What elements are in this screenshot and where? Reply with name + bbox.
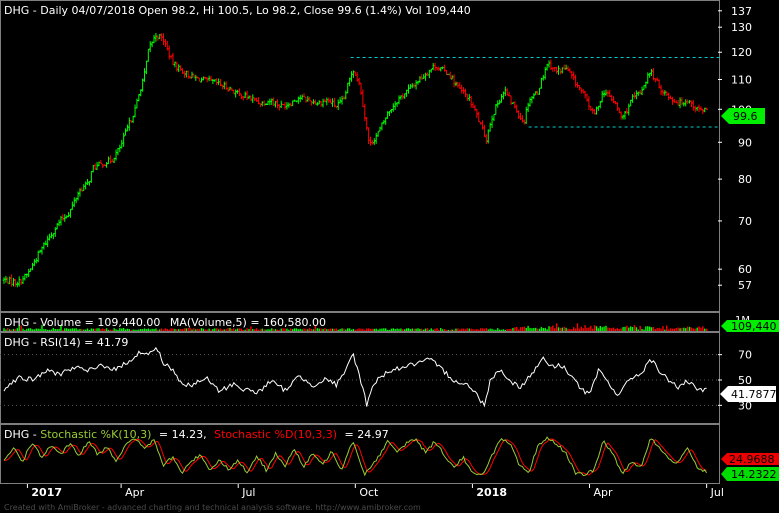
price-candles (2, 32, 708, 288)
price-trendlines (350, 57, 721, 128)
volume-last-badge-shape (721, 320, 779, 332)
price-tick-label: 137 (731, 5, 752, 18)
stochastic-lines (3, 436, 708, 477)
price-pane-frame (0, 0, 720, 312)
stoch-k-badge: 14.2322 (721, 467, 779, 481)
volume-last-badge: 109,440 (721, 320, 779, 333)
time-tick-label: 2018 (476, 486, 507, 499)
stoch-d-badge: 24.9688 (721, 453, 779, 466)
price-tick-label: 70 (738, 215, 752, 228)
rsi-tick-label: 70 (738, 349, 752, 362)
price-tick-label: 57 (738, 279, 752, 292)
volume-bars (3, 323, 708, 331)
time-tick-label: 2017 (31, 486, 62, 499)
time-tick-label: Oct (359, 486, 379, 499)
rsi-axis: 70 50 30 (718, 349, 752, 412)
price-tick-label: 120 (731, 46, 752, 59)
price-last-badge-shape (721, 108, 765, 124)
rsi-pane-frame (0, 332, 720, 424)
volume-last-value: 109,440 (731, 320, 777, 333)
rsi-last-value: 41.7877 (731, 388, 777, 401)
price-tick-label: 130 (731, 21, 752, 34)
rsi-series (3, 346, 707, 408)
rsi-last-badge-shape (720, 386, 776, 402)
price-last-value: 99.6 (733, 110, 758, 123)
price-last-badge: 99.6 (721, 108, 765, 124)
price-header: DHG - Daily 04/07/2018 Open 98.2, Hi 100… (4, 4, 471, 17)
stoch-pane-frame (0, 424, 720, 484)
time-tick-label: Apr (125, 486, 145, 499)
stoch-d-last-value: 24.9688 (729, 453, 775, 466)
stoch-header: DHG - Stochastic %K(10,3) = 14.23, Stoch… (4, 428, 389, 441)
price-tick-label: 90 (738, 136, 752, 149)
time-tick-label: Apr (594, 486, 614, 499)
stoch-k-last-value: 14.2322 (731, 468, 777, 481)
rsi-tick-label: 50 (738, 374, 752, 387)
stoch-d-series (4, 438, 707, 476)
stoch-d-label: Stochastic %D(10,3,3) (214, 428, 337, 441)
time-tick-label: Jul (710, 486, 724, 499)
rsi-line (3, 346, 707, 408)
rsi-header: DHG - RSI(14) = 41.79 (4, 336, 128, 349)
time-tick-label: Jul (241, 486, 255, 499)
stoch-d-value: = 24.97 (345, 428, 389, 441)
volume-pane-frame (0, 312, 720, 332)
price-tick-label: 110 (731, 73, 752, 86)
stoch-k-series (3, 436, 708, 477)
stoch-k-label: Stochastic %K(10,3) (40, 428, 151, 441)
time-axis: 2017 Apr Jul Oct 2018 Apr Jul (26, 484, 724, 499)
rsi-last-badge: 41.7877 (720, 386, 777, 402)
rsi-tick-label: 30 (738, 399, 752, 412)
volume-header-label: DHG - Volume = 109,440.00 (4, 316, 160, 329)
pane-frames (0, 0, 720, 484)
stoch-k-value: = 14.23, (159, 428, 207, 441)
volume-ma-label: MA(Volume,5) = 160,580.00 (170, 316, 326, 329)
price-tick-label: 60 (738, 263, 752, 276)
price-tick-label: 80 (738, 173, 752, 186)
footer-credit: Created with AmiBroker - advanced charti… (4, 503, 421, 512)
stoch-k-badge-shape (721, 467, 779, 481)
volume-header: DHG - Volume = 109,440.00 MA(Volume,5) =… (4, 316, 326, 329)
stoch-header-prefix: DHG - (4, 428, 40, 441)
stoch-d-badge-shape (721, 453, 779, 465)
